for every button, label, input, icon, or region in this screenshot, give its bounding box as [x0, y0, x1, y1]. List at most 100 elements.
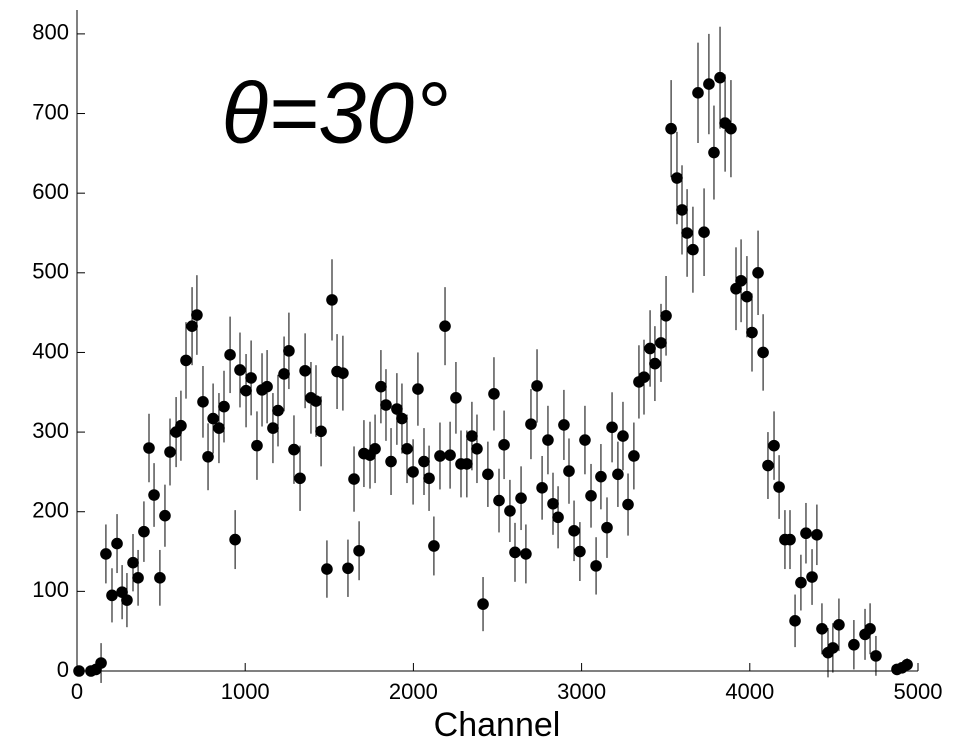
- data-point: [191, 309, 203, 321]
- data-point: [789, 615, 801, 627]
- data-point: [676, 204, 688, 216]
- data-point: [590, 560, 602, 572]
- data-point: [439, 320, 451, 332]
- data-point: [391, 403, 403, 415]
- data-point: [520, 548, 532, 560]
- data-point: [267, 422, 279, 434]
- data-point: [558, 419, 570, 431]
- data-point: [681, 227, 693, 239]
- data-point: [833, 619, 845, 631]
- x-tick-label: 2000: [389, 679, 438, 704]
- x-axis-label: Channel: [434, 706, 561, 744]
- data-point: [121, 594, 133, 606]
- data-point: [816, 622, 828, 635]
- data-point: [444, 449, 456, 461]
- y-tick-label: 0: [57, 657, 69, 682]
- data-point: [111, 537, 123, 550]
- data-point: [617, 430, 629, 442]
- data-point: [385, 455, 397, 468]
- data-point: [261, 380, 273, 393]
- data-point: [504, 505, 516, 517]
- data-point: [240, 384, 252, 397]
- data-point: [348, 473, 360, 485]
- data-point: [106, 589, 118, 602]
- data-point: [806, 571, 818, 583]
- y-tick-label: 600: [32, 179, 69, 204]
- data-point: [272, 404, 284, 417]
- data-point: [477, 598, 489, 610]
- data-point: [644, 342, 656, 355]
- data-point: [423, 472, 435, 485]
- x-tick-label: 1000: [221, 679, 270, 704]
- data-point: [224, 349, 236, 361]
- data-point: [321, 563, 333, 575]
- data-point: [563, 465, 575, 477]
- data-point: [197, 396, 209, 408]
- data-point: [164, 446, 176, 458]
- data-point: [795, 576, 807, 589]
- data-point: [574, 545, 586, 558]
- data-point: [461, 458, 473, 470]
- data-point: [638, 371, 650, 383]
- data-point: [827, 642, 839, 654]
- x-tick-label: 5000: [894, 679, 943, 704]
- data-point: [622, 498, 634, 511]
- y-tick-label: 800: [32, 20, 69, 45]
- y-tick-label: 300: [32, 418, 69, 443]
- data-point: [628, 450, 640, 462]
- data-point: [315, 425, 327, 438]
- data-point: [601, 521, 613, 534]
- data-point: [773, 481, 785, 493]
- data-point: [283, 345, 295, 357]
- data-point: [175, 419, 187, 432]
- data-point: [762, 459, 774, 472]
- y-tick-label: 200: [32, 498, 69, 523]
- data-point: [655, 337, 667, 349]
- data-point: [418, 455, 430, 468]
- data-point: [251, 439, 263, 452]
- data-point: [800, 527, 812, 540]
- data-point: [294, 472, 306, 485]
- data-point: [375, 380, 387, 393]
- y-tick-label: 400: [32, 338, 69, 363]
- data-point: [531, 380, 543, 392]
- data-point: [612, 468, 624, 481]
- data-point: [488, 388, 500, 400]
- data-point: [660, 310, 672, 322]
- data-point: [218, 400, 230, 413]
- data-point: [498, 439, 510, 451]
- data-point: [671, 172, 683, 184]
- data-point: [245, 372, 257, 384]
- data-point: [407, 466, 419, 478]
- data-point: [369, 443, 381, 455]
- data-point: [380, 399, 392, 411]
- data-point: [100, 548, 112, 560]
- y-tick-label: 100: [32, 577, 69, 602]
- data-point: [870, 650, 882, 662]
- data-point: [595, 470, 607, 483]
- x-tick-label: 4000: [725, 679, 774, 704]
- data-point: [412, 383, 424, 395]
- data-point: [138, 525, 150, 538]
- data-point: [132, 572, 144, 584]
- data-point: [811, 529, 823, 541]
- data-point: [752, 267, 764, 279]
- data-point: [493, 494, 505, 507]
- data-point: [288, 443, 300, 456]
- data-point: [326, 294, 338, 306]
- data-point: [585, 489, 597, 502]
- data-point: [515, 492, 527, 504]
- data-point: [708, 146, 720, 159]
- data-point: [337, 367, 349, 379]
- data-point: [229, 533, 241, 546]
- data-point: [401, 443, 413, 455]
- data-point: [714, 71, 726, 84]
- data-point: [428, 540, 440, 552]
- data-point: [95, 657, 107, 669]
- data-point: [579, 434, 591, 446]
- data-point: [757, 346, 769, 359]
- data-point: [547, 497, 559, 510]
- data-point: [746, 326, 758, 339]
- data-point: [509, 546, 521, 559]
